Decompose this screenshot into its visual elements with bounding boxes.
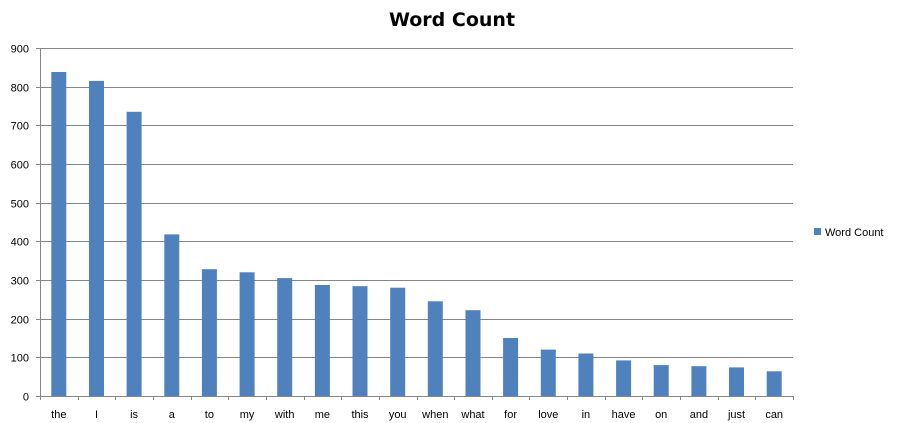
x-tick-label: when bbox=[421, 409, 448, 421]
x-tick-label: me bbox=[315, 409, 330, 421]
y-tick-label: 700 bbox=[11, 121, 29, 133]
y-tick-label: 800 bbox=[11, 83, 29, 95]
x-tick-label: with bbox=[274, 409, 295, 421]
x-tick-label: this bbox=[351, 409, 369, 421]
bar-with bbox=[277, 278, 293, 396]
x-tick-label: just bbox=[727, 409, 745, 421]
bar-this bbox=[352, 286, 368, 396]
bar-a bbox=[164, 234, 180, 396]
x-tick-label: is bbox=[130, 409, 138, 421]
y-tick-label: 200 bbox=[11, 315, 29, 327]
x-tick-label: what bbox=[460, 409, 484, 421]
y-tick-label: 400 bbox=[11, 237, 29, 249]
bar-love bbox=[540, 349, 556, 396]
x-tick-label: the bbox=[51, 409, 66, 421]
bar-when bbox=[427, 301, 443, 396]
x-tick-label: you bbox=[389, 409, 407, 421]
bars bbox=[51, 72, 782, 397]
bar-just bbox=[729, 367, 744, 396]
y-tick-label: 500 bbox=[11, 199, 29, 211]
x-tick-label: to bbox=[205, 409, 214, 421]
y-tick-label: 300 bbox=[11, 276, 29, 288]
x-tick-label: for bbox=[504, 409, 517, 421]
y-tick-label: 600 bbox=[11, 160, 29, 172]
x-tick-label: in bbox=[582, 409, 591, 421]
gridlines bbox=[40, 48, 793, 358]
bar-is bbox=[126, 111, 142, 397]
bar-my bbox=[239, 272, 255, 396]
x-tick-label: have bbox=[612, 409, 636, 421]
bar-the bbox=[51, 72, 67, 396]
x-tick-label: and bbox=[690, 409, 708, 421]
x-tick-label: on bbox=[655, 409, 667, 421]
x-tick-label: I bbox=[95, 409, 98, 421]
bar-have bbox=[616, 360, 632, 396]
x-tick-label: love bbox=[538, 409, 558, 421]
bar-to bbox=[201, 269, 217, 396]
bar-i bbox=[89, 80, 104, 397]
y-tick-label: 100 bbox=[11, 353, 29, 365]
y-axis-ticks: 0 100 200 300 400 500 600 700 800 900 bbox=[11, 44, 40, 404]
bar-can bbox=[766, 371, 782, 396]
x-tick-label: my bbox=[240, 409, 255, 421]
y-tick-label: 0 bbox=[23, 392, 29, 404]
legend-label: Word Count bbox=[825, 227, 884, 239]
bar-and bbox=[691, 366, 707, 396]
y-tick-label: 900 bbox=[11, 44, 29, 56]
legend: Word Count bbox=[814, 227, 884, 239]
bar-me bbox=[314, 285, 330, 396]
x-tick-label: can bbox=[765, 409, 783, 421]
bar-you bbox=[390, 287, 406, 396]
legend-swatch bbox=[814, 228, 821, 235]
bar-what bbox=[465, 310, 481, 396]
axes bbox=[40, 48, 793, 397]
bar-in bbox=[578, 353, 594, 396]
x-tick-label: a bbox=[169, 409, 176, 421]
chart-title: Word Count bbox=[389, 9, 515, 31]
bar-for bbox=[503, 338, 519, 396]
bar-on bbox=[653, 365, 669, 396]
